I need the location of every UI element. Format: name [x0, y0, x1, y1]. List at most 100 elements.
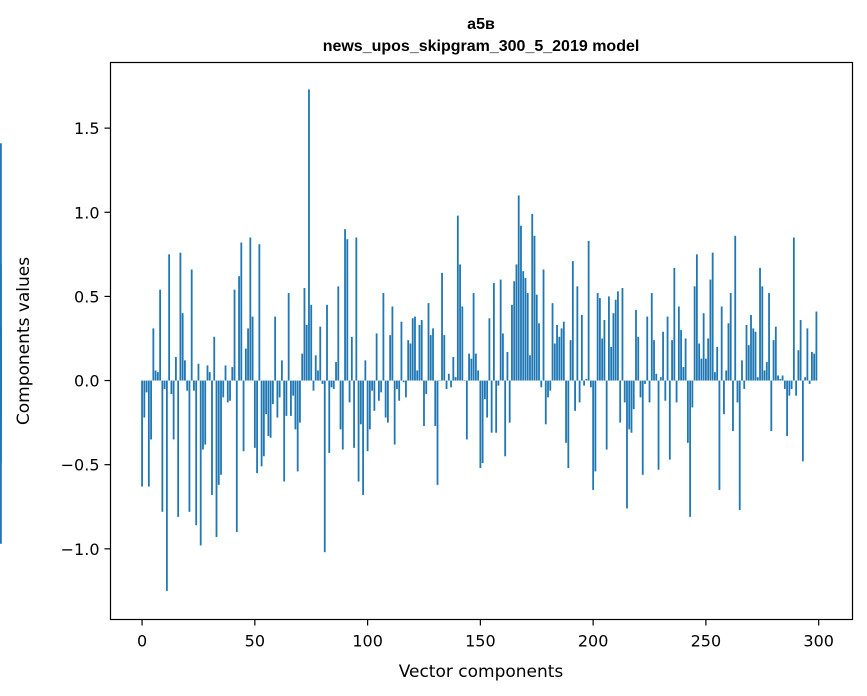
bar: [662, 331, 664, 381]
bar: [483, 380, 486, 400]
bar: [350, 336, 353, 381]
bar: [231, 367, 234, 381]
bar: [283, 380, 286, 482]
bar: [490, 380, 493, 433]
bar: [249, 237, 252, 381]
bar: [580, 314, 583, 381]
bar: [459, 264, 461, 381]
bar: [265, 380, 268, 415]
bar: [276, 380, 279, 418]
bar: [705, 358, 707, 381]
bar: [617, 291, 619, 381]
bar: [603, 319, 606, 381]
bar: [380, 380, 383, 393]
bar: [278, 380, 281, 398]
bar: [407, 340, 410, 381]
bar: [522, 271, 525, 381]
y-tick-label: 0.0: [74, 372, 99, 391]
bar: [526, 293, 529, 381]
bar: [517, 195, 520, 381]
bar: [538, 323, 540, 381]
bar: [729, 293, 732, 381]
bar: [499, 279, 502, 381]
bar: [141, 380, 143, 487]
bar: [366, 380, 369, 452]
bar: [488, 318, 491, 381]
bar: [326, 304, 328, 381]
x-tick-label: 100: [352, 632, 383, 651]
bar: [567, 380, 570, 469]
bar: [373, 380, 376, 411]
bar: [364, 360, 367, 381]
bar: [770, 380, 773, 432]
bar: [0, 380, 2, 418]
bar: [587, 240, 590, 381]
bar: [443, 335, 446, 381]
bar: [344, 229, 346, 381]
x-tick-label: 0: [137, 632, 147, 651]
bar: [594, 380, 597, 472]
bar: [193, 380, 195, 391]
bar: [314, 355, 317, 381]
y-tick-label: −0.5: [61, 456, 100, 475]
bar: [213, 336, 216, 381]
bar: [481, 380, 484, 464]
bar: [768, 293, 770, 381]
bar: [195, 380, 198, 526]
bar: [208, 372, 211, 381]
bar: [718, 380, 721, 490]
bar: [797, 350, 800, 381]
bar: [441, 272, 443, 381]
bar: [152, 328, 155, 381]
bar: [377, 380, 380, 401]
bars-group: [0, 89, 818, 591]
bar: [181, 313, 184, 381]
bar: [371, 380, 374, 391]
bar: [242, 380, 245, 452]
bar: [623, 380, 626, 403]
bar: [574, 380, 576, 411]
bar: [752, 328, 755, 381]
bar: [229, 380, 231, 401]
bar: [673, 267, 676, 381]
bar: [423, 380, 425, 426]
bar: [779, 378, 782, 381]
bar: [644, 380, 646, 384]
x-tick-label: 300: [803, 632, 834, 651]
bar: [220, 380, 222, 475]
bar: [551, 303, 554, 381]
bar: [709, 279, 712, 381]
bar: [346, 239, 349, 381]
bar: [303, 287, 306, 381]
bar: [765, 362, 768, 381]
bar: [281, 360, 283, 381]
bar: [569, 340, 572, 381]
bar: [143, 380, 146, 418]
bar: [335, 362, 337, 381]
bar: [368, 380, 371, 430]
bar: [177, 380, 180, 517]
bar: [808, 380, 811, 384]
bar: [565, 380, 567, 443]
bar: [199, 380, 202, 546]
bar: [578, 380, 581, 403]
bar: [682, 367, 685, 381]
bar: [159, 289, 162, 381]
bar: [777, 375, 779, 381]
bar: [529, 355, 531, 381]
bar: [285, 380, 288, 416]
bar: [321, 380, 324, 384]
bar: [258, 244, 261, 381]
bar: [689, 380, 692, 517]
bar: [653, 340, 655, 381]
bar: [524, 277, 527, 381]
bar: [571, 261, 574, 381]
bar: [206, 365, 209, 381]
bar: [477, 370, 480, 381]
x-axis-label: Vector components: [399, 662, 564, 682]
bar: [233, 289, 236, 381]
bar: [432, 328, 434, 381]
bar: [165, 380, 168, 591]
bar: [429, 335, 432, 381]
